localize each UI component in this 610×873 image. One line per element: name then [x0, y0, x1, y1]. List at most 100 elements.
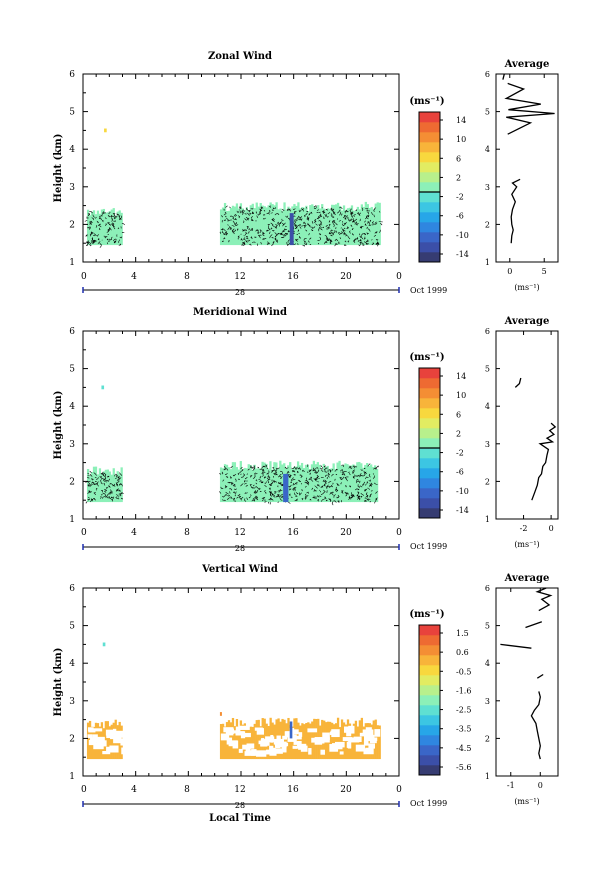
contour-line [242, 229, 246, 232]
data-gap [223, 727, 234, 733]
contour-line [335, 468, 338, 471]
y-tick-label: 6 [69, 584, 75, 594]
contour-line [99, 217, 102, 221]
contour-line [343, 473, 346, 476]
data-cell [106, 469, 109, 503]
colorbar-tick-label: -0.5 [456, 667, 471, 676]
data-gap [298, 732, 303, 737]
contour-line [360, 235, 364, 240]
contour-line [224, 485, 228, 487]
contour-line [271, 242, 274, 247]
contour-line [370, 490, 373, 492]
contour-line [116, 214, 118, 216]
contour-line [255, 479, 258, 482]
contour-line [226, 217, 229, 222]
contour-line [274, 491, 277, 494]
contour-line [108, 492, 112, 495]
contour-line [274, 234, 278, 238]
contour-line [352, 469, 356, 473]
data-cell [277, 468, 280, 503]
contour-line [87, 484, 91, 487]
colorbar-tick-label: 10 [456, 135, 466, 144]
contour-line [298, 215, 301, 218]
contour-line [254, 492, 258, 494]
contour-line [244, 213, 247, 215]
data-gap [308, 748, 312, 755]
contour-line [227, 226, 231, 230]
contour-line [325, 240, 328, 243]
contour-line [225, 215, 227, 218]
data-block [85, 466, 124, 504]
colorbar-tick-label: -10 [456, 231, 469, 240]
data-cell [320, 469, 323, 503]
contour-line [295, 495, 298, 497]
data-gap [334, 741, 345, 748]
contour-line [316, 498, 319, 502]
data-cell [90, 472, 94, 503]
contour-line [250, 208, 254, 210]
colorbar-band [419, 685, 440, 696]
contour-line [96, 220, 100, 223]
contour-line [342, 229, 346, 232]
contour-line [245, 232, 248, 234]
contour-line [346, 479, 348, 482]
data-gap [272, 748, 283, 754]
data-cell [378, 725, 381, 760]
contour-line [337, 500, 340, 503]
contour-line [107, 227, 111, 232]
data-cell [263, 718, 266, 760]
contour-line [90, 498, 93, 503]
contour-line [364, 497, 366, 499]
data-cell [239, 203, 243, 246]
colorbar-band [419, 705, 440, 716]
contour-line [266, 242, 270, 246]
contour-line [249, 243, 252, 246]
contour-line [309, 469, 312, 473]
colorbar-band [419, 745, 440, 756]
contour-line [237, 237, 240, 240]
contour-line [344, 217, 347, 220]
contour-line [367, 463, 371, 467]
contour-line [355, 223, 358, 226]
colorbar-band [419, 182, 440, 193]
contour-line [247, 210, 251, 212]
contour-line [102, 496, 106, 499]
data-cell [106, 721, 109, 760]
data-cell [241, 724, 245, 760]
contour-line [221, 471, 224, 475]
contour-line [317, 469, 320, 472]
contour-line [299, 218, 302, 221]
contour-line [371, 243, 375, 246]
data-gap [239, 725, 250, 730]
contour-line [119, 489, 121, 492]
contour-line [286, 208, 289, 211]
contour-line [335, 489, 337, 493]
contour-line [285, 467, 289, 469]
contour-line [251, 486, 254, 489]
colorbar-band [419, 488, 440, 499]
average-profile-line [504, 82, 555, 135]
panel-title: Meridional Wind [193, 307, 287, 318]
date-day-label: 28 [235, 544, 245, 553]
contour-line [267, 479, 269, 482]
contour-line [325, 499, 328, 502]
contour-line [342, 469, 345, 474]
contour-line [363, 467, 366, 470]
y-tick-label: 5 [69, 108, 75, 118]
data-cell [291, 726, 294, 760]
average-profile-line [535, 587, 553, 612]
data-gap [347, 741, 352, 749]
contour-line [380, 223, 383, 226]
average-profile-line [531, 422, 557, 501]
data-gap [365, 747, 374, 754]
contour-line [285, 225, 287, 228]
contour-line [257, 231, 259, 234]
contour-line [286, 473, 290, 477]
contour-line [267, 227, 271, 230]
contour-line [328, 231, 331, 235]
colorbar-band [419, 368, 440, 379]
data-cell [221, 468, 225, 503]
data-cell [247, 210, 250, 246]
contour-line [339, 237, 341, 240]
contour-line [327, 211, 331, 215]
